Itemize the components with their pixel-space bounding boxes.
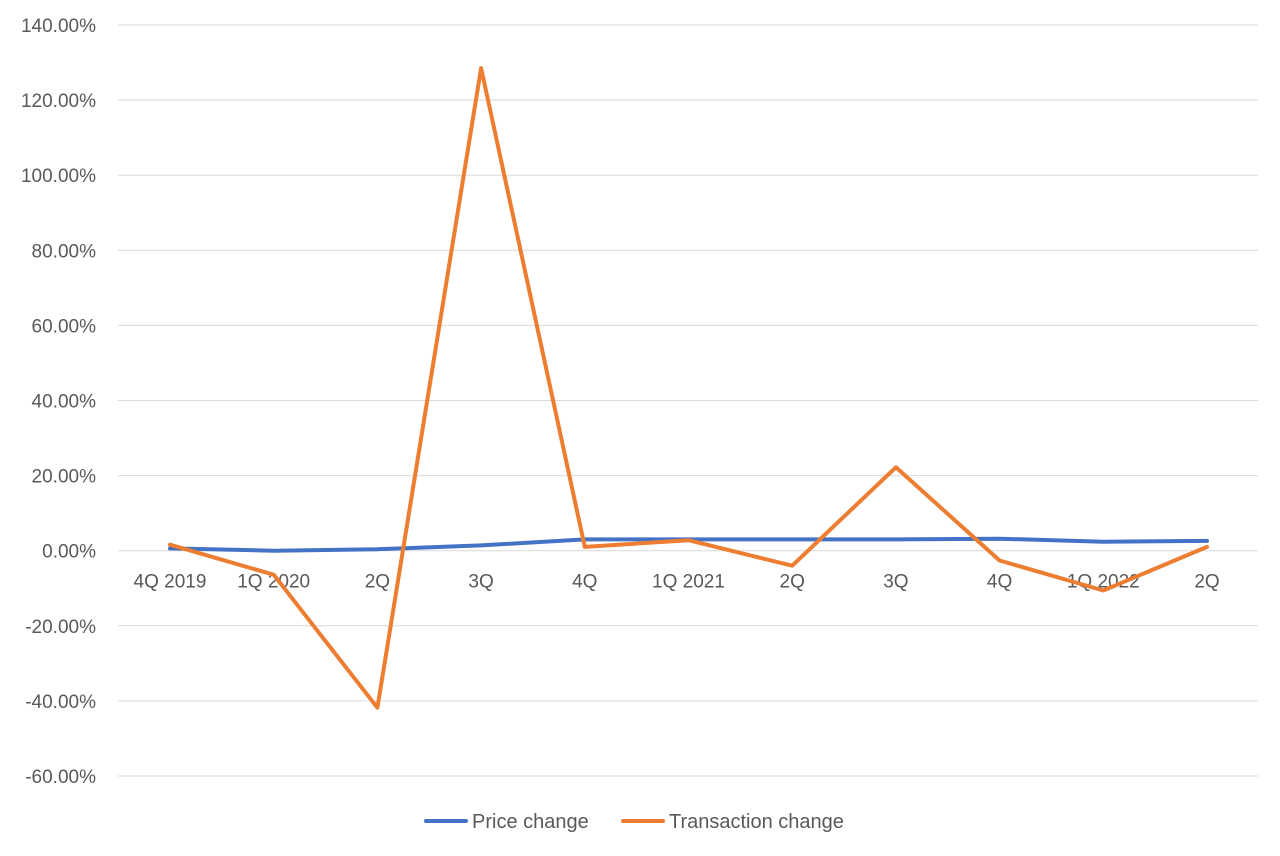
x-tick-label: 2Q — [780, 572, 805, 593]
x-tick-label: 2Q — [1194, 572, 1219, 593]
y-tick-label: 100.00% — [21, 166, 96, 187]
x-tick-label: 3Q — [468, 572, 493, 593]
y-tick-label: -60.00% — [25, 767, 96, 788]
legend-item: Transaction change — [621, 811, 844, 833]
x-tick-label: 1Q 2021 — [652, 572, 725, 593]
gridlines — [118, 24, 1258, 777]
y-tick-label: -20.00% — [25, 617, 96, 638]
y-axis-tick-labels: 140.00% 120.00% 100.00% 80.00% 60.00% 40.00% 2… — [21, 16, 96, 788]
y-tick-label: 140.00% — [21, 16, 96, 37]
legend-label: Price change — [472, 811, 589, 833]
legend-item: Price change — [424, 811, 589, 833]
y-tick-label: -40.00% — [25, 692, 96, 713]
y-tick-label: 120.00% — [21, 91, 96, 112]
y-tick-label: 40.00% — [32, 392, 97, 413]
series-line-transaction-change — [168, 66, 1209, 710]
x-tick-label: 4Q — [987, 572, 1012, 593]
y-tick-label: 60.00% — [32, 316, 97, 337]
x-axis-tick-labels: 4Q 2019 1Q 2020 2Q 3Q 4Q 1Q 2021 2Q 3Q 4Q 1Q 2022… — [134, 572, 1220, 593]
x-tick-label: 1Q 2022 — [1067, 572, 1140, 593]
legend-label: Transaction change — [669, 811, 844, 833]
x-tick-label: 4Q 2019 — [134, 572, 207, 593]
y-tick-label: 80.00% — [32, 241, 97, 262]
y-tick-label: 0.00% — [42, 542, 96, 563]
x-tick-label: 2Q — [365, 572, 390, 593]
series-lines — [168, 66, 1209, 710]
x-tick-label: 3Q — [883, 572, 908, 593]
legend: Price change Transaction change — [424, 811, 844, 833]
y-tick-label: 20.00% — [32, 467, 97, 488]
x-tick-label: 1Q 2020 — [237, 572, 310, 593]
x-tick-label: 4Q — [572, 572, 597, 593]
